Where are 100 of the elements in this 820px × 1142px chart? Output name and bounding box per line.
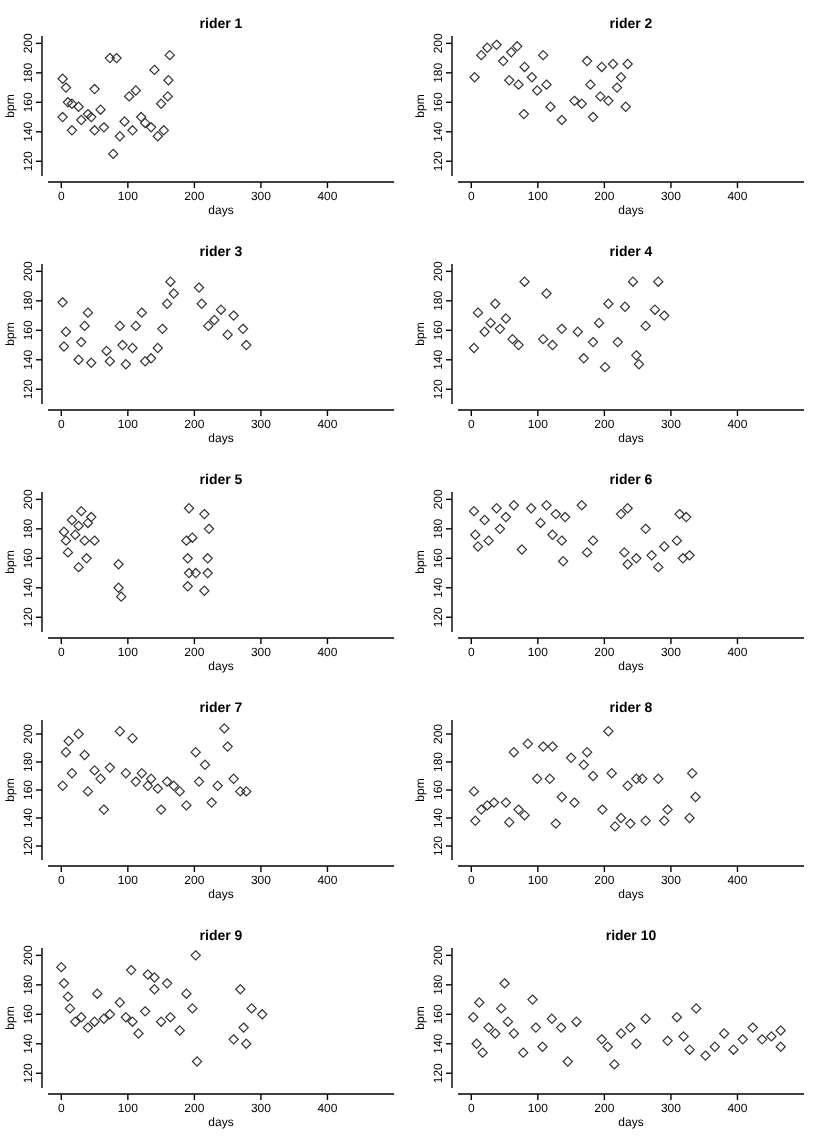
point — [537, 333, 549, 345]
point — [530, 1022, 542, 1033]
point — [499, 978, 510, 989]
point — [468, 1012, 479, 1023]
point — [504, 817, 515, 828]
point — [653, 276, 664, 287]
point — [513, 339, 524, 351]
point — [92, 988, 103, 999]
point — [506, 47, 517, 58]
point — [527, 994, 538, 1005]
point — [556, 791, 567, 803]
point — [66, 768, 78, 779]
point — [500, 797, 512, 808]
point — [477, 1047, 488, 1058]
point — [483, 535, 494, 546]
point — [136, 307, 148, 318]
point — [111, 52, 122, 64]
point — [775, 1041, 786, 1052]
point — [547, 339, 558, 351]
point — [257, 1009, 268, 1020]
point — [57, 111, 68, 123]
point — [89, 125, 100, 136]
point — [187, 532, 198, 543]
point — [576, 98, 587, 109]
point — [98, 1013, 110, 1024]
point — [79, 320, 90, 332]
point — [222, 741, 233, 752]
point — [541, 500, 552, 511]
point — [562, 1056, 573, 1067]
point — [139, 117, 151, 129]
point — [547, 741, 558, 752]
point — [182, 553, 193, 564]
point — [202, 567, 213, 579]
point — [603, 298, 614, 309]
point — [612, 336, 623, 348]
point — [569, 95, 580, 107]
point — [522, 738, 534, 749]
point — [547, 529, 558, 540]
point — [241, 339, 252, 351]
point — [203, 320, 214, 332]
point — [193, 282, 205, 293]
point — [157, 323, 168, 335]
point — [468, 342, 480, 354]
point — [500, 313, 512, 324]
point — [82, 786, 94, 797]
point — [653, 561, 664, 573]
point — [537, 1041, 548, 1052]
point — [482, 800, 493, 811]
point — [519, 61, 530, 73]
point — [66, 514, 78, 526]
point — [215, 304, 227, 315]
point — [518, 108, 530, 120]
point — [507, 333, 518, 345]
point — [155, 804, 167, 815]
point — [500, 511, 512, 523]
point — [76, 336, 87, 348]
point — [168, 288, 179, 299]
point — [490, 1028, 501, 1039]
point — [470, 529, 481, 540]
point — [190, 950, 201, 961]
point — [101, 345, 112, 357]
point — [73, 520, 84, 532]
point — [546, 1013, 558, 1024]
point — [559, 511, 571, 523]
point — [490, 298, 501, 309]
point — [491, 39, 502, 51]
point — [653, 773, 664, 784]
point — [496, 1003, 507, 1014]
point — [165, 1012, 176, 1023]
point — [89, 1016, 100, 1027]
point — [133, 1028, 144, 1039]
point — [737, 1034, 748, 1045]
point — [161, 298, 173, 309]
point — [82, 307, 94, 318]
point — [485, 317, 496, 329]
point — [114, 997, 126, 1008]
point — [519, 810, 530, 821]
point — [513, 79, 524, 90]
point — [494, 323, 506, 335]
point — [593, 317, 605, 329]
point — [607, 58, 619, 70]
point — [512, 41, 523, 52]
point — [482, 42, 493, 53]
point — [474, 997, 485, 1008]
point — [518, 1047, 529, 1058]
point — [596, 1034, 607, 1045]
point — [603, 726, 614, 737]
point — [662, 1035, 673, 1047]
point — [163, 75, 174, 86]
point — [161, 978, 173, 989]
point — [671, 535, 683, 546]
point — [219, 723, 230, 734]
point — [136, 768, 148, 779]
point — [541, 288, 552, 299]
point — [556, 323, 567, 335]
point — [550, 818, 562, 829]
point — [691, 1003, 702, 1014]
point — [114, 320, 126, 332]
point — [687, 768, 698, 779]
point — [557, 556, 569, 567]
